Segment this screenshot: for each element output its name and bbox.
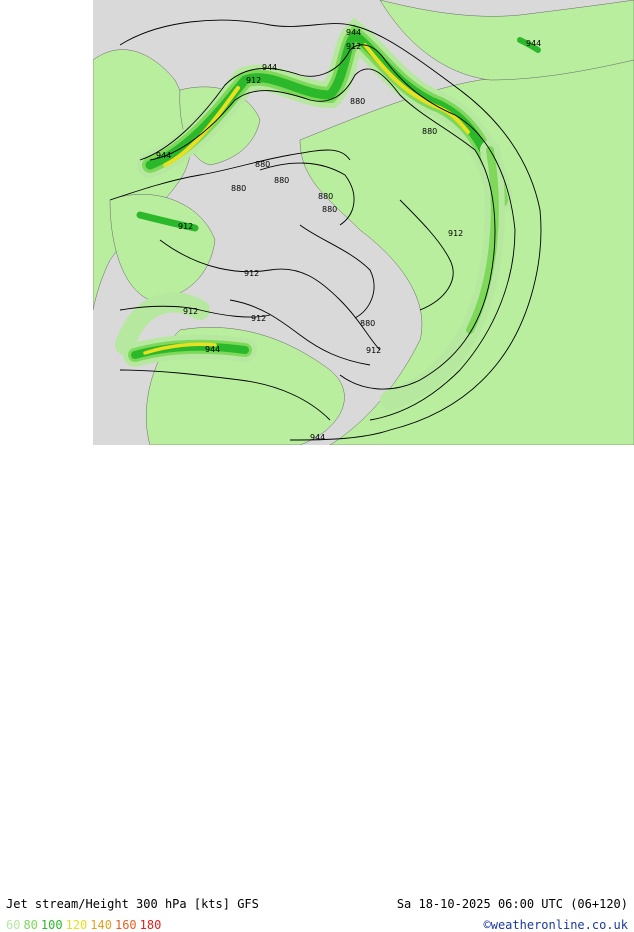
- contour-label: 944: [205, 345, 220, 354]
- legend-value-180: 180: [139, 918, 162, 932]
- contour-label: 912: [366, 346, 381, 355]
- contour-labels: 944 912 944 912 880 880 880 880 880 880 …: [156, 28, 541, 442]
- map-canvas: 944 912 944 912 880 880 880 880 880 880 …: [93, 0, 634, 445]
- contour-label: 880: [255, 160, 270, 169]
- map-title: Jet stream/Height 300 hPa [kts] GFS: [6, 897, 259, 911]
- sea-inlet: [305, 232, 355, 268]
- contour-label: 912: [346, 42, 361, 51]
- legend-value-80: 80: [23, 918, 38, 932]
- contour-label: 944: [526, 39, 541, 48]
- source-credit[interactable]: ©weatheronline.co.uk: [483, 918, 629, 932]
- contour-label: 944: [310, 433, 325, 442]
- legend-value-140: 140: [90, 918, 112, 932]
- contour-label: 880: [322, 205, 337, 214]
- legend-value-100: 100: [40, 918, 63, 932]
- jet-stream-bands: [115, 17, 541, 410]
- height-contours: [109, 19, 542, 441]
- contour-label: 880: [350, 97, 365, 106]
- color-legend: 60 80 100 120 140 160 180: [6, 918, 164, 932]
- legend-value-120: 120: [65, 918, 88, 932]
- contour-label: 912: [246, 76, 261, 85]
- contour-label: 880: [231, 184, 246, 193]
- legend-value-60: 60: [6, 918, 21, 932]
- landmass-asia: [299, 59, 634, 445]
- sea-inlet: [252, 188, 288, 212]
- contour-label: 912: [244, 269, 259, 278]
- contour-label: 880: [360, 319, 375, 328]
- contour-label: 944: [262, 63, 277, 72]
- contour-label: 944: [346, 28, 361, 37]
- contour-label: 880: [318, 192, 333, 201]
- weather-map: 944 912 944 912 880 880 880 880 880 880 …: [0, 0, 634, 445]
- contour-label: 912: [251, 314, 266, 323]
- contour-label: 912: [183, 307, 198, 316]
- contour-label: 880: [274, 176, 289, 185]
- contour-label: 912: [178, 222, 193, 231]
- landmass-greenland: [109, 194, 216, 301]
- map-footer: Jet stream/Height 300 hPa [kts] GFS Sa 1…: [0, 445, 634, 932]
- valid-time: Sa 18-10-2025 06:00 UTC (06+120): [396, 897, 628, 911]
- contour-label: 944: [156, 151, 171, 160]
- contour-label: 880: [422, 127, 437, 136]
- legend-value-160: 160: [114, 918, 137, 932]
- contour-label: 912: [448, 229, 463, 238]
